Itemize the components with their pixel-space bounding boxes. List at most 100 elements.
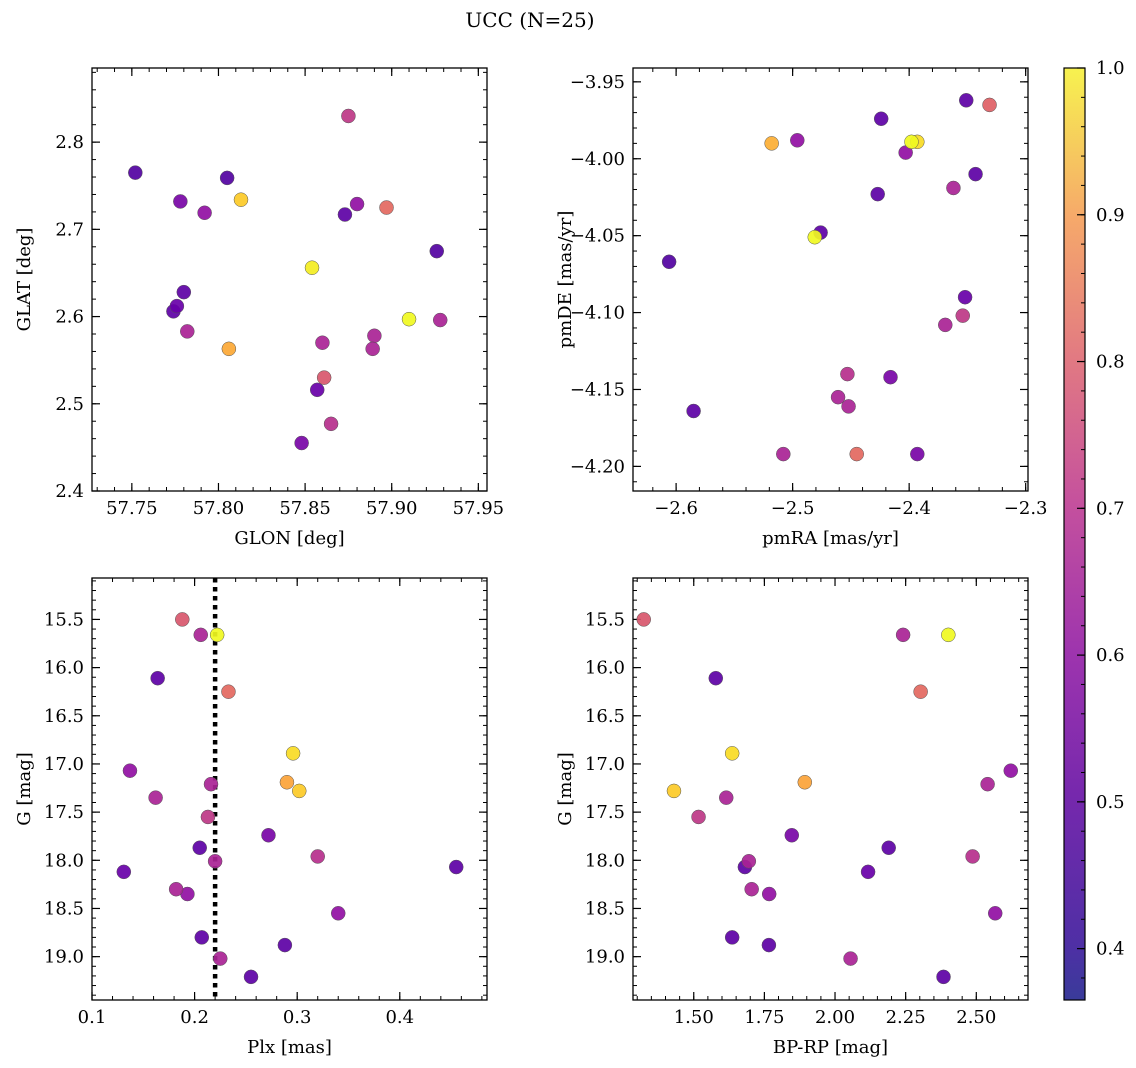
scatter-point [870,186,885,202]
scatter-point [840,366,855,382]
x-tick-label: 0.3 [283,1007,312,1028]
scatter-point [776,446,791,462]
scatter-point [209,627,225,643]
scatter-point [686,403,701,419]
scatter-point [310,849,325,864]
x-tick-label: 57.75 [106,498,158,519]
y-tick-label: 17.5 [585,802,625,823]
scatter-point [180,324,195,339]
scatter-point [895,627,911,643]
scatter-point [666,783,682,799]
scatter-point [294,435,309,451]
scatter-point [980,776,995,792]
y-tick-label: 15.5 [44,609,84,630]
y-tick-label: −4.00 [570,149,625,170]
plot-area [116,578,464,1000]
scatter-point [401,311,417,327]
colorbar-tick-label: 0.8 [1096,352,1125,373]
x-tick-label: 2.50 [956,1007,996,1028]
scatter-point [761,886,777,902]
x-tick-label: 1.75 [744,1007,784,1028]
x-tick-label: −2.4 [887,498,931,519]
scatter-point [207,854,223,869]
y-tick-label: 16.0 [44,658,84,679]
scatter-point [168,881,184,897]
axes-frame [632,67,1029,492]
y-axis-label: GLAT [deg] [14,228,35,332]
scatter-point [197,205,212,221]
scatter-point [982,97,997,113]
scatter-point [337,207,353,222]
colorbar-tick-label: 0.7 [1096,498,1125,519]
scatter-point [784,827,800,843]
y-tick-label: 19.0 [585,947,625,968]
y-tick-label: 18.0 [585,850,625,871]
scatter-point [849,446,864,462]
scatter-point [955,308,970,323]
scatter-point [941,627,956,643]
y-axis-label: pmDE [mas/yr] [555,211,576,349]
scatter-point [790,133,805,148]
colorbar-tick-label: 0.4 [1096,939,1125,960]
scatter-point [221,341,237,357]
x-tick-label: 57.95 [453,498,505,519]
axes-frame [91,577,488,1001]
scatter-point [122,763,138,778]
scatter-point [233,192,249,207]
y-axis-label: G [mag] [14,752,35,825]
scatter-point [938,317,953,333]
scatter-point [987,906,1003,921]
colorbar-tick-label: 1.0 [1096,58,1125,79]
scatter-point [194,930,210,945]
y-tick-label: 17.5 [44,802,84,823]
scatter-point [741,854,757,869]
colorbar: 0.4 0.5 0.6 0.7 0.8 0.9 1.0 [1063,58,1125,1001]
scatter-point [277,937,293,953]
x-tick-label: −2.6 [654,498,698,519]
scatter-point [957,289,973,305]
scatter-point [691,809,706,825]
scatter-point [315,335,330,350]
panel-bprp-g: 1.50 1.75 2.00 2.25 2.50 15.5 16.0 16.5 17.0 17.5… [555,577,1029,1058]
x-axis-label: GLON [deg] [234,528,344,549]
scatter-point [330,906,346,921]
scatter-point [279,775,295,790]
x-tick-label: 57.85 [279,498,331,519]
scatter-point [1003,763,1019,778]
x-tick-label: 2.25 [886,1007,926,1028]
scatter-point [193,627,209,643]
scatter-point [367,328,382,344]
y-tick-label: 18.0 [44,850,84,871]
scatter-point [708,670,724,686]
scatter-point [718,790,734,805]
minor-ticks [633,578,1028,1000]
y-tick-label: 15.5 [585,609,625,630]
minor-ticks [91,578,487,1000]
x-tick-label: 0.1 [78,1007,107,1028]
scatter-point [192,840,207,856]
scatter-point [150,670,165,686]
scatter-point [219,170,235,186]
scatter-point [176,284,192,300]
colorbar-tick-label: 0.5 [1096,792,1125,813]
y-axis-label: G [mag] [555,752,576,825]
scatter-point [203,776,219,792]
scatter-point [309,382,325,398]
scatter-point [860,864,876,880]
figure-title: UCC (N=25) [465,8,594,32]
scatter-point [807,229,823,245]
plot-area [661,93,997,462]
scatter-point [830,389,846,405]
scatter-point [744,881,759,897]
x-tick-label: 0.4 [385,1007,414,1028]
scatter-point [291,783,307,799]
scatter-point [285,746,301,761]
scatter-point [968,166,983,182]
x-tick-label: 57.80 [193,498,245,519]
scatter-point [761,937,777,953]
y-tick-label: −4.20 [570,456,625,477]
scatter-point [379,200,394,215]
scatter-point [764,136,779,151]
x-tick-label: 0.2 [180,1007,209,1028]
